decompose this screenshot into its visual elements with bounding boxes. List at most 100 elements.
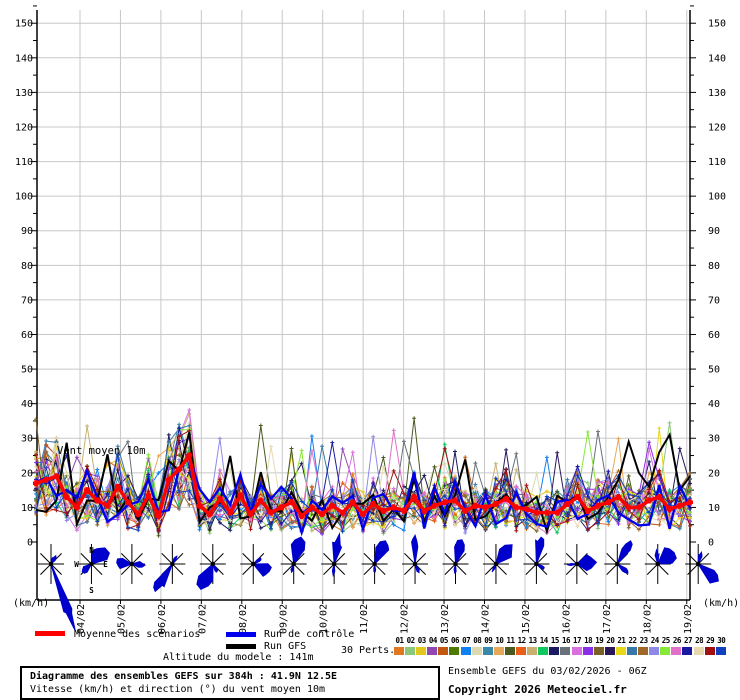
rose-center-dot bbox=[655, 561, 660, 567]
pert-color-swatch bbox=[516, 647, 527, 655]
rose-center-dot bbox=[210, 561, 215, 567]
compass-label: W bbox=[74, 560, 79, 569]
pert-number: 08 bbox=[473, 636, 482, 645]
pert-number: 12 bbox=[517, 636, 527, 645]
y-tick-label-right: 150 bbox=[708, 19, 726, 30]
rose-direction-petal bbox=[50, 563, 76, 632]
pert-number: 23 bbox=[639, 636, 649, 645]
y-tick-label-right: 100 bbox=[708, 192, 726, 203]
y-tick-label-left: 120 bbox=[15, 122, 33, 133]
rose-direction-petal bbox=[252, 563, 272, 577]
rose-direction-petal bbox=[566, 562, 577, 566]
x-tick-label: 11/02 bbox=[359, 604, 370, 634]
pert-number: 26 bbox=[672, 636, 682, 645]
compass-label: S bbox=[89, 586, 94, 595]
y-tick-label-left: 50 bbox=[21, 365, 33, 376]
pert-number: 20 bbox=[606, 636, 615, 645]
rose-center-dot bbox=[696, 561, 701, 567]
mean-line bbox=[33, 451, 693, 521]
y-tick-label-right: 80 bbox=[708, 261, 720, 272]
pert-color-swatch bbox=[482, 647, 493, 655]
pert-number: 22 bbox=[628, 636, 638, 645]
rose-direction-petal bbox=[697, 550, 703, 565]
pert-number: 13 bbox=[528, 636, 538, 645]
pert-number: 15 bbox=[550, 636, 560, 645]
rose-direction-petal bbox=[536, 563, 545, 570]
rose-direction-petal bbox=[373, 563, 377, 573]
diagram-title: Diagramme des ensembles GEFS sur 384h : … bbox=[30, 671, 338, 682]
x-tick-label: 07/02 bbox=[197, 604, 208, 634]
y-tick-label-left: 60 bbox=[21, 330, 33, 341]
pert-number: 18 bbox=[584, 636, 593, 645]
compass-label: N bbox=[89, 546, 94, 555]
rose-direction-petal bbox=[196, 562, 214, 591]
x-tick-label: 15/02 bbox=[521, 604, 532, 634]
legend-mean-label: Moyenne des scénarios bbox=[74, 629, 201, 640]
y-tick-label-right: 20 bbox=[708, 468, 720, 479]
pert-color-swatch bbox=[560, 647, 571, 655]
pert-color-swatch bbox=[394, 647, 404, 655]
y-tick-label-right: 30 bbox=[708, 434, 720, 445]
pert-number: 09 bbox=[484, 636, 493, 645]
rose-direction-petal bbox=[332, 531, 343, 565]
y-tick-label-right: 0 bbox=[708, 538, 714, 549]
rose-center-dot bbox=[129, 561, 135, 567]
rose-center-dot bbox=[331, 561, 337, 567]
pert-number: 07 bbox=[462, 636, 471, 645]
x-tick-label: 10/02 bbox=[319, 604, 330, 634]
pert-number: 06 bbox=[451, 636, 460, 645]
rose-direction-petal bbox=[331, 563, 336, 578]
pert-number: 05 bbox=[439, 636, 449, 645]
gfs-line-swatch bbox=[226, 644, 256, 649]
control-line-swatch bbox=[226, 632, 256, 637]
altitude-label: Altitude du modele : 141m bbox=[163, 652, 314, 663]
rose-direction-petal bbox=[454, 539, 465, 566]
y-tick-label-left: 130 bbox=[15, 88, 33, 99]
pert-color-swatch bbox=[571, 647, 582, 655]
rose-center-dot bbox=[534, 561, 539, 567]
y-tick-label-left: 90 bbox=[21, 226, 33, 237]
rose-direction-petal bbox=[90, 547, 110, 565]
y-tick-label-left: 70 bbox=[21, 295, 33, 306]
rose-center-dot bbox=[291, 561, 296, 567]
legend-control-label: Run de contrôle bbox=[264, 629, 355, 640]
x-tick-label: 04/02 bbox=[76, 604, 87, 634]
rose-direction-petal bbox=[495, 544, 513, 565]
legend-perts-label: 30 Perts. bbox=[341, 645, 396, 656]
rose-direction-petal bbox=[153, 563, 173, 593]
y-tick-label-left: 110 bbox=[15, 157, 33, 168]
y-tick-label-left: 40 bbox=[21, 399, 33, 410]
pert-color-swatch bbox=[438, 647, 449, 655]
rose-center-dot bbox=[453, 561, 458, 567]
pert-number: 29 bbox=[706, 636, 715, 645]
y-tick-label-left: 0 bbox=[27, 538, 33, 549]
y-tick-label-right: 120 bbox=[708, 122, 726, 133]
pert-color-swatch bbox=[638, 647, 649, 655]
rose-direction-petal bbox=[616, 563, 629, 574]
pert-number: 28 bbox=[695, 636, 704, 645]
pert-number: 30 bbox=[717, 636, 726, 645]
run-info: Ensemble GEFS du 03/02/2026 - 06Z bbox=[448, 666, 647, 677]
rose-center-dot bbox=[574, 561, 580, 567]
pert-color-swatch bbox=[538, 647, 549, 655]
y-tick-label-right: 70 bbox=[708, 295, 720, 306]
legend-gfs-label: Run GFS bbox=[264, 641, 307, 652]
rose-direction-petal bbox=[130, 561, 146, 568]
pert-number: 24 bbox=[650, 636, 660, 645]
y-tick-label-right: 140 bbox=[708, 53, 726, 64]
y-tick-label-left: 100 bbox=[15, 192, 33, 203]
diagram-subtitle: Vitesse (km/h) et direction (°) du vent … bbox=[30, 684, 326, 695]
rose-direction-petal bbox=[50, 554, 57, 566]
pert-color-swatch bbox=[493, 647, 504, 655]
rose-direction-petal bbox=[290, 536, 306, 566]
pert-number: 03 bbox=[417, 636, 427, 645]
mean-line-swatch bbox=[35, 631, 65, 636]
x-tick-label: 13/02 bbox=[440, 604, 451, 634]
x-tick-label: 18/02 bbox=[642, 604, 653, 634]
pert-number: 25 bbox=[661, 636, 671, 645]
y-tick-label-left: 20 bbox=[21, 468, 33, 479]
pert-color-swatch bbox=[593, 647, 604, 655]
y-tick-label-left: 140 bbox=[15, 53, 33, 64]
control-run-line bbox=[35, 453, 692, 537]
